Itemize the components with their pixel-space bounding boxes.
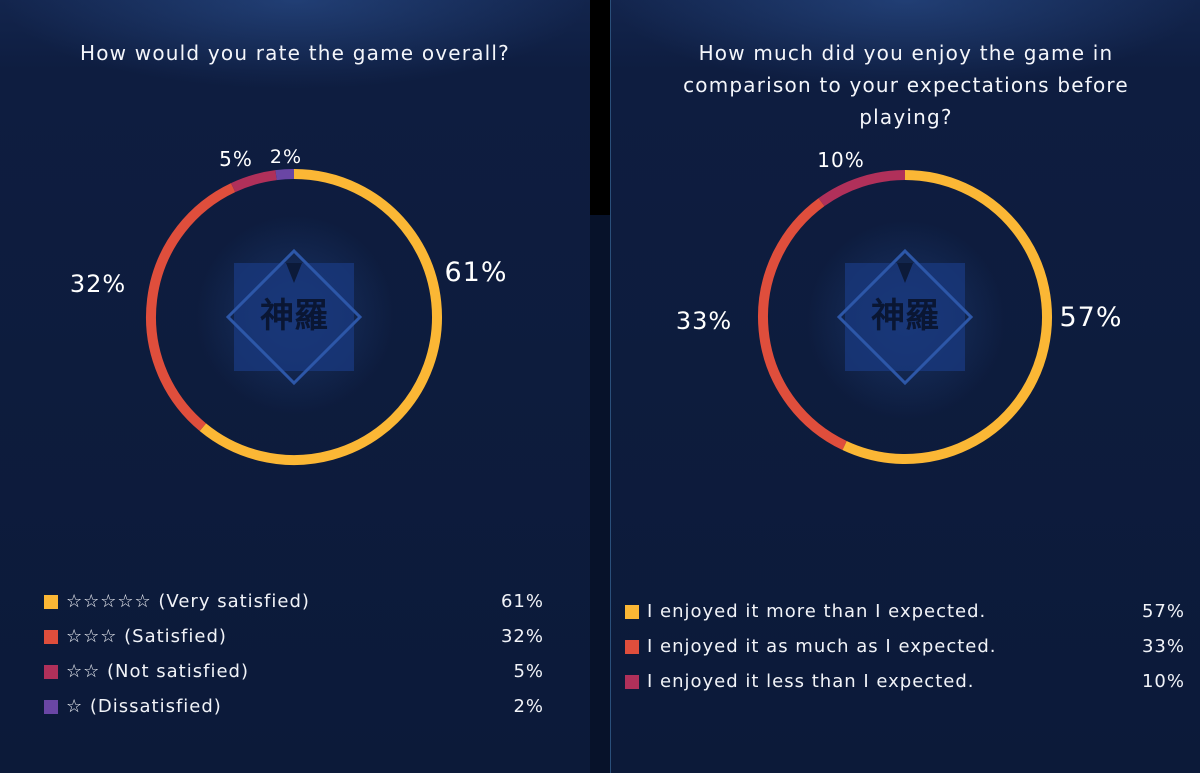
legend-item: ☆☆☆☆☆ (Very satisfied) 61% bbox=[44, 584, 544, 619]
legend-item: I enjoyed it as much as I expected. 33% bbox=[625, 629, 1185, 664]
legend-swatch bbox=[44, 594, 58, 609]
panel-divider bbox=[590, 0, 610, 773]
legend-value: 61% bbox=[500, 591, 544, 612]
left-chart-panel: How would you rate the game overall? 神羅 6… bbox=[0, 0, 591, 773]
legend-label: I enjoyed it less than I expected. bbox=[647, 671, 975, 692]
slice-percent-label: 10% bbox=[817, 148, 864, 172]
legend-swatch bbox=[44, 699, 58, 714]
slice-percent-label: 2% bbox=[270, 146, 302, 168]
slice-percent-label: 57% bbox=[1059, 302, 1122, 333]
legend-expectations: I enjoyed it more than I expected. 57% I e… bbox=[625, 594, 1185, 699]
legend-label: I enjoyed it as much as I expected. bbox=[647, 636, 997, 657]
chart-title-overall-rating: How would you rate the game overall? bbox=[79, 41, 511, 65]
legend-swatch bbox=[44, 629, 58, 644]
slice-percent-label: 5% bbox=[219, 147, 253, 171]
donut-slice bbox=[275, 169, 295, 181]
legend-swatch bbox=[625, 604, 639, 619]
donut-slice bbox=[758, 198, 847, 451]
donut-chart-expectations: 神羅 57% 33% 10% bbox=[676, 148, 1122, 464]
donut-slice bbox=[230, 170, 277, 193]
donut-chart-overall-rating: 神羅 61% 32% 5% 2% bbox=[70, 146, 507, 465]
legend-label: I enjoyed it more than I expected. bbox=[647, 601, 987, 622]
legend-swatch bbox=[625, 674, 639, 689]
slice-percent-label: 32% bbox=[70, 270, 126, 298]
legend-item: ☆☆ (Not satisfied) 5% bbox=[44, 654, 544, 689]
slice-percent-label: 33% bbox=[676, 307, 732, 335]
emblem-text: 神羅 bbox=[260, 296, 328, 336]
legend-item: I enjoyed it less than I expected. 10% bbox=[625, 664, 1185, 699]
donut-slice bbox=[146, 183, 236, 432]
legend-swatch bbox=[625, 639, 639, 654]
legend-label: ☆☆ (Not satisfied) bbox=[66, 661, 249, 682]
emblem-text: 神羅 bbox=[871, 296, 939, 336]
legend-value: 10% bbox=[1141, 671, 1185, 692]
legend-value: 33% bbox=[1141, 636, 1185, 657]
legend-label: ☆ (Dissatisfied) bbox=[66, 696, 222, 717]
donut-slice bbox=[842, 170, 1052, 464]
right-chart-panel: How much did you enjoy the game in compa… bbox=[610, 0, 1200, 773]
legend-value: 57% bbox=[1141, 601, 1185, 622]
legend-swatch bbox=[44, 664, 58, 679]
shinra-logo-icon: 神羅 bbox=[225, 248, 363, 386]
slice-percent-label: 61% bbox=[444, 257, 507, 288]
donut-slice bbox=[199, 169, 442, 465]
legend-value: 5% bbox=[513, 661, 544, 682]
donut-slice bbox=[818, 170, 906, 207]
legend-label: ☆☆☆☆☆ (Very satisfied) bbox=[66, 591, 310, 612]
shinra-logo-icon: 神羅 bbox=[836, 248, 974, 386]
legend-overall-rating: ☆☆☆☆☆ (Very satisfied) 61% ☆☆☆ (Satisfied)… bbox=[44, 584, 544, 724]
legend-item: I enjoyed it more than I expected. 57% bbox=[625, 594, 1185, 629]
legend-value: 32% bbox=[500, 626, 544, 647]
legend-item: ☆☆☆ (Satisfied) 32% bbox=[44, 619, 544, 654]
legend-value: 2% bbox=[513, 696, 544, 717]
chart-title-expectations: How much did you enjoy the game in compa… bbox=[683, 41, 1129, 129]
legend-label: ☆☆☆ (Satisfied) bbox=[66, 626, 227, 647]
legend-item: ☆ (Dissatisfied) 2% bbox=[44, 689, 544, 724]
